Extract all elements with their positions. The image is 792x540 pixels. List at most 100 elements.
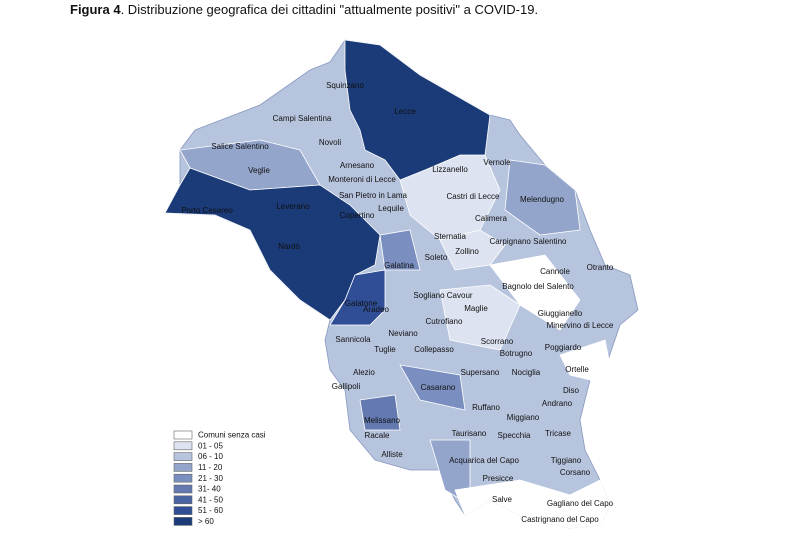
municipality-label: Porto Cesareo — [181, 206, 233, 215]
municipality-label: Sannicola — [335, 335, 371, 344]
municipality-label: Tuglie — [374, 345, 396, 354]
region — [439, 284, 521, 351]
region — [504, 159, 581, 236]
map-shapes — [164, 39, 639, 529]
municipality-label: Collepasso — [414, 345, 454, 354]
map-labels: Squinzano Campi Salentina Lecce Salice Sale… — [181, 81, 614, 524]
legend-swatch — [173, 473, 193, 483]
municipality-label: Maglie — [464, 304, 488, 313]
municipality-label: Cutrofiano — [426, 317, 463, 326]
municipality-label: Lecce — [394, 107, 416, 116]
municipality-label: Taurisano — [452, 429, 487, 438]
legend-swatch — [173, 484, 193, 494]
region — [379, 229, 421, 271]
legend-label: 21 - 30 — [198, 474, 223, 483]
municipality-label: Alezio — [353, 368, 375, 377]
legend-label: 06 - 10 — [198, 452, 223, 461]
municipality-label: Bagnolo del Salento — [502, 282, 574, 291]
municipality-label: Lequile — [378, 204, 404, 213]
municipality-label: Monteroni di Lecce — [328, 175, 396, 184]
municipality-label: Arnesano — [340, 161, 375, 170]
municipality-label: Squinzano — [326, 81, 364, 90]
legend-label: 31- 40 — [198, 485, 221, 494]
municipality-label: Sternatia — [434, 232, 467, 241]
municipality-label: Soleto — [425, 253, 448, 262]
municipality-label: Campi Salentina — [273, 114, 332, 123]
municipality-label: Lizzanello — [432, 165, 468, 174]
municipality-label: Calimera — [475, 214, 508, 223]
municipality-label: Salve — [492, 495, 513, 504]
legend-label: 41 - 50 — [198, 495, 223, 504]
legend-swatch — [173, 452, 193, 461]
municipality-label: Galatina — [384, 261, 414, 270]
municipality-label: Tricase — [545, 429, 571, 438]
municipality-label: Melissano — [364, 416, 401, 425]
municipality-label: Botrugno — [500, 349, 533, 358]
municipality-label: Vernole — [483, 158, 511, 167]
municipality-label: Poggiardo — [545, 343, 582, 352]
municipality-label: Galatone — [345, 299, 378, 308]
municipality-label: Sogliano Cavour — [413, 291, 472, 300]
region — [399, 364, 466, 411]
municipality-label: Corsano — [560, 468, 591, 477]
legend-swatch — [173, 506, 193, 515]
municipality-label: Gallipoli — [332, 382, 361, 391]
region — [344, 39, 491, 181]
caption: Figura 4. Distribuzione geografica dei c… — [70, 2, 538, 17]
municipality-label: Cannole — [540, 267, 570, 276]
municipality-label: Giuggianello — [538, 309, 583, 318]
region — [454, 479, 611, 529]
region — [164, 167, 381, 321]
municipality-label: Carpignano Salentino — [490, 237, 567, 246]
municipality-label: Castri di Lecce — [447, 192, 500, 201]
region — [439, 229, 506, 271]
municipality-label: Castrignano del Capo — [521, 515, 599, 524]
municipality-label: Nardò — [278, 242, 300, 251]
region — [359, 394, 401, 431]
municipality-label: Andrano — [542, 399, 573, 408]
municipality-label: Nociglia — [512, 368, 541, 377]
region — [559, 339, 611, 381]
municipality-label: Alliste — [381, 450, 403, 459]
municipality-label: Specchia — [498, 431, 531, 440]
municipality-label: Otranto — [587, 263, 614, 272]
legend-swatch — [173, 463, 193, 472]
caption-label: Figura 4 — [70, 2, 121, 17]
region — [329, 269, 386, 326]
municipality-label: Casarano — [421, 383, 456, 392]
legend-label: 01 - 05 — [198, 441, 223, 450]
municipality-label: Scorrano — [481, 337, 514, 346]
municipality-label: Tiggiano — [551, 456, 582, 465]
municipality-label: Leverano — [276, 202, 310, 211]
municipality-label: Melendugno — [520, 195, 565, 204]
legend-label: Comuni senza casi — [198, 431, 266, 440]
municipality-label: Veglie — [248, 166, 270, 175]
caption-text: . Distribuzione geografica dei cittadini… — [121, 2, 539, 17]
legend-swatch — [173, 495, 193, 505]
municipality-label: Miggiano — [507, 413, 540, 422]
municipality-label: Salice Salentino — [211, 142, 269, 151]
municipality-label: Zollino — [455, 247, 479, 256]
municipality-label: Aradeo — [363, 305, 389, 314]
municipality-label: Ruffano — [472, 403, 500, 412]
municipality-label: Racale — [365, 431, 390, 440]
legend-label: > 60 — [198, 517, 214, 526]
municipality-label: Gagliano del Capo — [547, 499, 614, 508]
legend-label: 51 - 60 — [198, 506, 223, 515]
legend-label: 11 - 20 — [198, 463, 223, 472]
municipality-label: Supersano — [461, 368, 500, 377]
legend-swatch — [173, 517, 193, 526]
municipality-label: Novoli — [319, 138, 341, 147]
municipality-label: Presicce — [483, 474, 514, 483]
municipality-label: Acquarica del Capo — [449, 456, 519, 465]
municipality-label: Copertino — [340, 211, 375, 220]
municipality-label: Minervino di Lecce — [547, 321, 614, 330]
municipality-label: Diso — [563, 386, 580, 395]
legend-swatch — [173, 441, 193, 451]
municipality-label: Ortelle — [565, 365, 589, 374]
region — [489, 254, 581, 331]
municipality-label: San Pietro in Lama — [339, 191, 408, 200]
legend-swatch — [173, 430, 193, 440]
